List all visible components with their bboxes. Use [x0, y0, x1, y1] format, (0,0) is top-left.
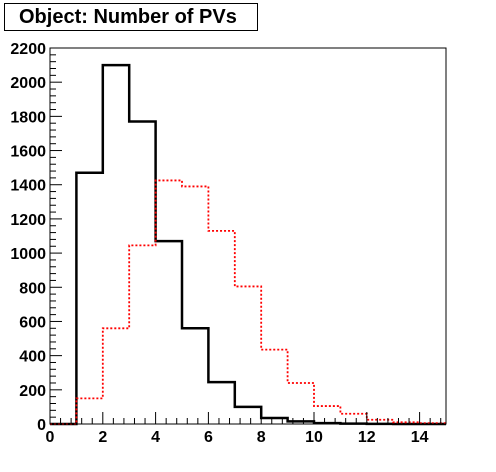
x-tick-label: 14 — [411, 429, 429, 446]
x-tick-label: 8 — [257, 429, 266, 446]
x-tick-label: 12 — [358, 429, 376, 446]
chart-title: Object: Number of PVs — [4, 3, 258, 31]
x-tick-label: 6 — [204, 429, 213, 446]
plot-frame — [49, 47, 447, 425]
y-tick-label: 2000 — [10, 75, 46, 92]
x-axis: 0 2 4 6 8 10 12 14 — [46, 412, 442, 446]
y-tick-label: 800 — [19, 280, 46, 297]
y-axis: 0 200 400 600 800 1000 1200 1400 1600 1800 2000 220… — [10, 41, 62, 434]
x-tick-label: 10 — [305, 429, 323, 446]
x-tick-label: 0 — [46, 429, 55, 446]
y-tick-label: 600 — [19, 314, 46, 331]
y-tick-label: 400 — [19, 349, 46, 366]
series-0-line — [50, 63, 446, 426]
y-tick-label: 1000 — [10, 246, 46, 263]
x-tick-label: 4 — [151, 429, 160, 446]
y-tick-label: 1400 — [10, 178, 46, 195]
y-tick-label: 1200 — [10, 212, 46, 229]
y-tick-label: 1600 — [10, 144, 46, 161]
y-tick-label: 2200 — [10, 41, 46, 58]
x-tick-label: 2 — [98, 429, 107, 446]
y-tick-label: 0 — [37, 417, 46, 434]
y-tick-label: 1800 — [10, 109, 46, 126]
series-layer — [50, 63, 447, 426]
y-tick-label: 200 — [19, 383, 46, 400]
series-1-line — [50, 179, 447, 425]
